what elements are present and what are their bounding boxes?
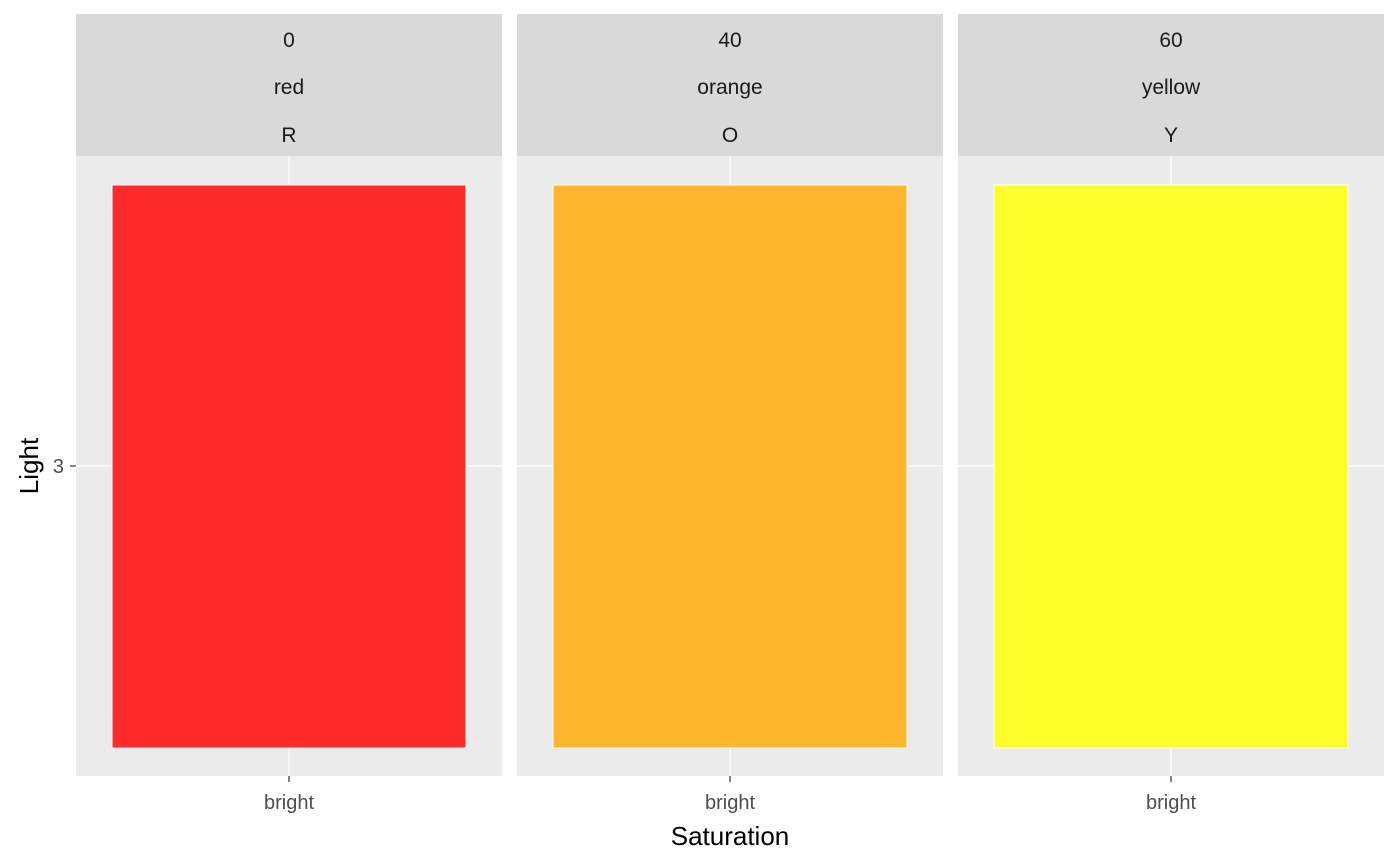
facet-strip <box>517 14 943 156</box>
bar-red-bright <box>111 184 467 749</box>
strip-label-name: yellow <box>1142 76 1201 99</box>
strip-label-code: R <box>281 124 296 147</box>
strip-label-hue: 40 <box>718 29 741 52</box>
x-axis-title: Saturation <box>671 821 790 851</box>
strip-label-code: O <box>722 124 738 147</box>
bar-orange-bright <box>552 184 908 749</box>
strip-label-name: orange <box>697 76 762 99</box>
bar-yellow-bright <box>993 184 1349 749</box>
x-tick-label: bright <box>264 792 314 814</box>
y-axis-title: Light <box>14 437 44 494</box>
facet-strip <box>76 14 502 156</box>
facet-strip <box>958 14 1384 156</box>
strip-label-hue: 0 <box>283 29 295 52</box>
strip-label-code: Y <box>1164 124 1178 147</box>
strip-label-name: red <box>274 76 304 99</box>
x-tick-label: bright <box>705 792 755 814</box>
x-tick-label: bright <box>1146 792 1196 814</box>
y-axis: 3 <box>53 456 76 478</box>
strip-label-hue: 60 <box>1159 29 1182 52</box>
y-tick-label: 3 <box>53 456 64 478</box>
